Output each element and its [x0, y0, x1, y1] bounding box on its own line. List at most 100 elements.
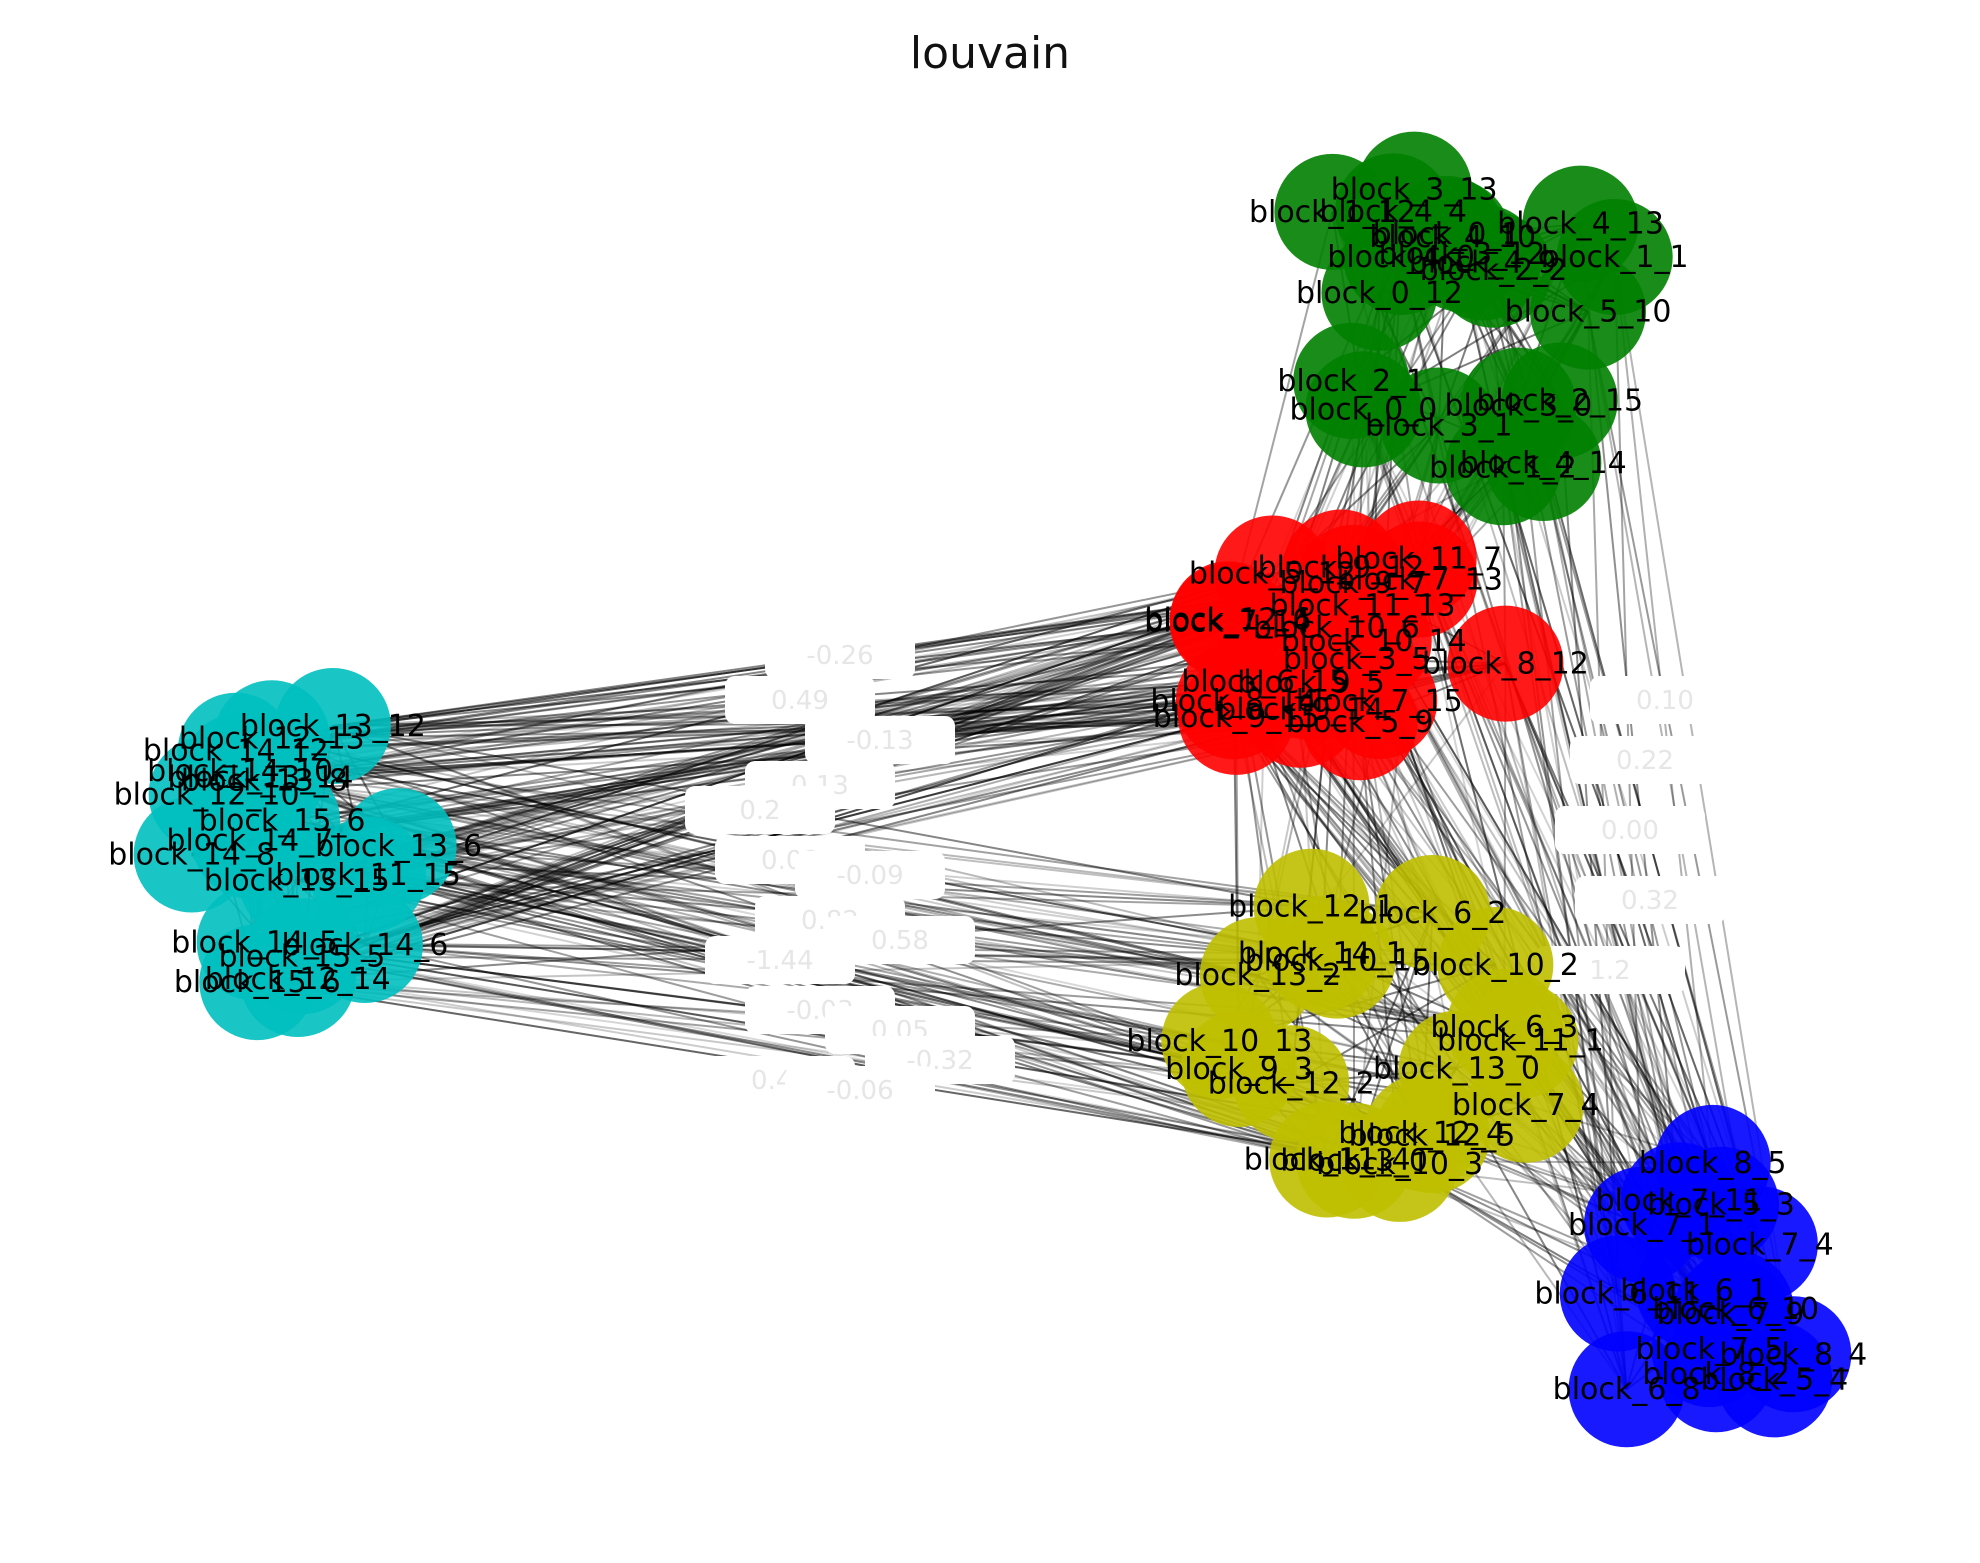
graph-node	[1701, 1186, 1818, 1303]
node-label: block_4_14	[1460, 446, 1627, 481]
node-label: block_13_15	[204, 864, 390, 899]
node-label: block_2_2	[1420, 253, 1568, 288]
node-label: block_6_10	[1652, 1292, 1819, 1327]
node-label: block_5_4	[1700, 1362, 1848, 1397]
node-label: block_12_4	[1338, 1116, 1505, 1151]
node-label: block_0_12	[1296, 276, 1463, 311]
graph-node	[1735, 1296, 1852, 1413]
edge-label-box	[1555, 806, 1705, 854]
edge	[264, 708, 1301, 782]
edge-label-box	[1590, 676, 1740, 724]
nodes-layer	[133, 131, 1852, 1448]
edge-label-box	[725, 676, 875, 724]
node-label: block_3_5	[1283, 642, 1431, 677]
edge-label-box	[685, 786, 835, 834]
node-label: block_10_13	[1126, 1024, 1312, 1059]
edge-label: 0.00	[1601, 816, 1659, 846]
edge	[240, 715, 1237, 772]
node-label: block_5_12	[1189, 557, 1356, 592]
node-label: block_5_10	[1505, 295, 1672, 330]
node-label: block_10_14	[1281, 624, 1467, 659]
graph-node	[1460, 347, 1577, 464]
graph-node	[1341, 1105, 1458, 1222]
node-label: block_14_12	[143, 734, 329, 769]
node-label: block_11_7	[1335, 541, 1502, 576]
edge-label: -0.13	[846, 726, 913, 756]
node-label: block_7_9	[1657, 1297, 1805, 1332]
node-label: block_11_1	[1437, 1024, 1604, 1059]
graph-node	[1374, 855, 1491, 972]
node-label: block_6_11	[1534, 1277, 1701, 1312]
edge-label-box	[795, 851, 945, 899]
node-label: block_3_1	[1365, 408, 1513, 443]
node-label: block_11_4	[1244, 1142, 1411, 1177]
edge	[235, 749, 1433, 915]
node-label: block_1_12	[1249, 195, 1416, 230]
node-label: block_6_2	[1359, 896, 1507, 931]
graph-node	[1233, 1025, 1350, 1142]
edge	[240, 680, 1265, 772]
graph-node	[1398, 1010, 1515, 1127]
edge-label: -0.06	[826, 1076, 893, 1106]
graph-node	[206, 722, 323, 839]
node-label: block_11_13	[1270, 589, 1456, 624]
node-label: block_8_12	[1422, 647, 1589, 682]
graph-node	[1214, 515, 1331, 632]
edge-label: 0.32	[1621, 886, 1679, 916]
node-label: block_13_14	[168, 761, 354, 796]
node-label: block_14_10	[147, 754, 333, 789]
node-label: block_14_1	[1238, 937, 1405, 972]
node-label: block_10_2	[1412, 948, 1579, 983]
edge	[1372, 640, 1722, 1206]
edge-label-box	[1535, 946, 1685, 994]
node-label: block_10_6	[1253, 610, 1420, 645]
node-label: block_5_3	[1647, 1188, 1795, 1223]
edge-label: -0.09	[836, 861, 903, 891]
node-label: block_13_6	[315, 829, 482, 864]
node-label: block_9_3	[1165, 1052, 1313, 1087]
node-label: block_7_11	[1596, 1183, 1763, 1218]
node-label: block_4_10	[1369, 220, 1536, 255]
node-label: block_4_9	[1409, 246, 1557, 281]
edge	[260, 700, 1234, 779]
graph-node	[1199, 917, 1316, 1034]
node-label: block_6_3	[1430, 1010, 1578, 1045]
edge	[254, 941, 1328, 1161]
node-label: block_8_14	[1150, 684, 1317, 719]
graph-node	[1447, 605, 1564, 722]
node-label: block_9_14	[1217, 693, 1384, 728]
graph-node	[1305, 351, 1422, 468]
node-label: block_13_12	[240, 709, 426, 744]
edge-label: 0.10	[1636, 686, 1694, 716]
node-label: block_7_15	[1296, 684, 1463, 719]
node-label: block_12_10	[114, 777, 300, 812]
node-label: block_7_13	[1336, 562, 1503, 597]
edge-label: 0.58	[871, 926, 929, 956]
edge-label-box	[705, 936, 855, 984]
node-label: block_14_6	[282, 928, 449, 963]
graph-node	[133, 796, 250, 913]
node-label: block_6_15	[1181, 665, 1348, 700]
node-label: block_3_12	[1379, 237, 1546, 272]
graph-node	[1206, 623, 1323, 740]
edge	[235, 715, 1237, 752]
node-label: block_6_8	[1553, 1372, 1701, 1407]
node-label: block_4_13	[1497, 207, 1664, 242]
node-label: block_15_6	[174, 965, 341, 1000]
edge	[206, 721, 1360, 796]
node-label: block_6_1	[1620, 1273, 1768, 1308]
edge	[235, 708, 1301, 752]
node-label: block_12_14	[205, 962, 391, 997]
node-label: block_15_5	[218, 939, 385, 974]
edge	[281, 700, 1234, 822]
node-label: block_7_4	[1686, 1227, 1834, 1262]
graph-node	[1360, 500, 1477, 617]
node-label: block_7_14	[1144, 604, 1311, 639]
node-label: block_3_13	[1331, 173, 1498, 208]
node-label: block_13_2	[1174, 958, 1341, 993]
node-label: block_2_15	[1476, 384, 1643, 419]
node-label: block_2_1	[1277, 364, 1425, 399]
edge-labels-layer: -0.260.49-0.130.130.20.08-0.090.820.58-1…	[685, 631, 1740, 1114]
edge-label: 1.2	[1589, 956, 1630, 986]
graph-node	[1403, 196, 1520, 313]
